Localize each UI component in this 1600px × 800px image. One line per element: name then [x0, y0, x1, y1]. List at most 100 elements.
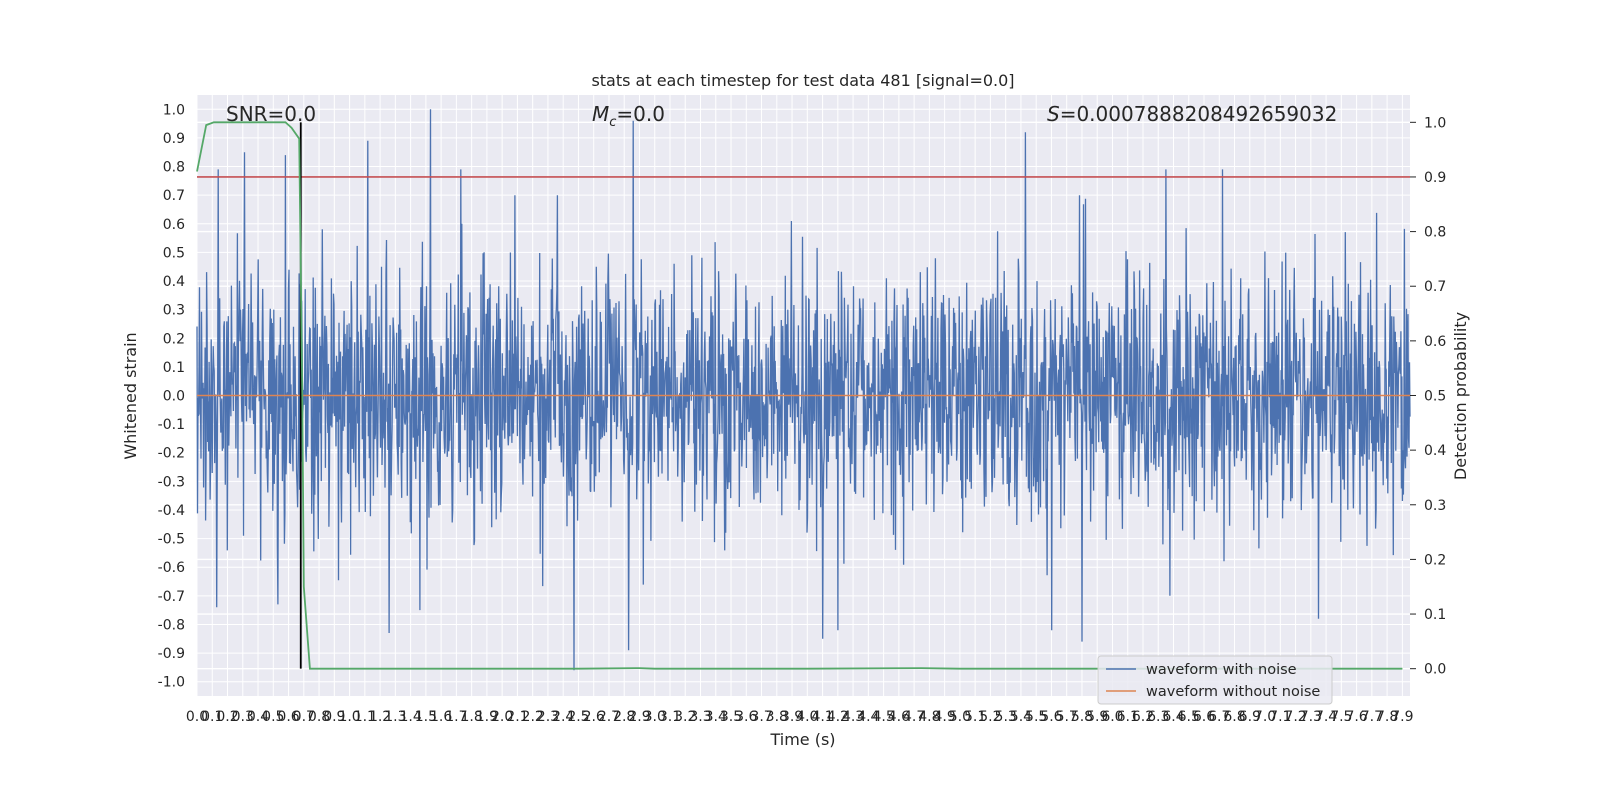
y-tick-label: 0.1 [163, 360, 185, 376]
y-tick-label: 0.6 [163, 217, 185, 233]
x-tick-label: 4.3 [842, 709, 864, 725]
x-tick-label: 7.6 [1345, 709, 1367, 725]
x-tick-label: 0.7 [293, 709, 315, 725]
x-tick-label: 0.9 [323, 709, 345, 725]
x-tick-label: 6.6 [1193, 709, 1215, 725]
y-tick-label: -0.8 [158, 617, 185, 633]
x-tick-label: 0.1 [201, 709, 223, 725]
x-tick-label: 3.3 [689, 709, 711, 725]
y-tick-label: 0.0 [163, 389, 185, 405]
x-tick-label: 6.1 [1117, 709, 1139, 725]
y-tick-label: 0.4 [163, 274, 185, 290]
x-tick-label: 4.7 [903, 709, 925, 725]
x-tick-label: 1.4 [399, 709, 421, 725]
x-tick-label: 1.1 [354, 709, 376, 725]
y-tick-label: 0.5 [163, 245, 185, 261]
y-tick-label: -0.2 [158, 446, 185, 462]
x-tick-label: 5.0 [949, 709, 971, 725]
x-tick-label: 1.3 [384, 709, 406, 725]
x-tick-label: 7.2 [1284, 709, 1306, 725]
x-tick-label: 7.7 [1361, 709, 1383, 725]
noise-waveform-series [196, 109, 1411, 671]
y-tick-label: 0.7 [163, 188, 185, 204]
x-tick-label: 1.2 [369, 709, 391, 725]
chirp-mass-symbol: M [592, 102, 609, 126]
x-tick-label: 4.8 [918, 709, 940, 725]
x-tick-label: 1.8 [461, 709, 483, 725]
x-tick-label: 7.1 [1269, 709, 1291, 725]
x-tick-label: 2.0 [491, 709, 513, 725]
x-tick-label: 5.3 [995, 709, 1017, 725]
x-tick-label: 5.2 [979, 709, 1001, 725]
x-tick-label: 7.4 [1315, 709, 1337, 725]
x-tick-label: 0.6 [277, 709, 299, 725]
x-tick-label: 0.5 [262, 709, 284, 725]
detection-probability-line [196, 121, 1403, 670]
x-tick-label: 7.8 [1376, 709, 1398, 725]
x-tick-label: 6.9 [1239, 709, 1261, 725]
y2-tick-label: 0.4 [1424, 443, 1446, 459]
x-tick-label: 1.0 [338, 709, 360, 725]
y2-tick-label: 0.3 [1424, 498, 1446, 514]
x-tick-label: 5.7 [1056, 709, 1078, 725]
x-tick-label: 1.6 [430, 709, 452, 725]
x-tick-label: 3.6 [735, 709, 757, 725]
y-tick-label: 1.0 [163, 102, 185, 118]
y-tick-label: -0.1 [158, 417, 185, 433]
y2-tick-label: 1.0 [1424, 115, 1446, 131]
y-tick-label: 0.8 [163, 160, 185, 176]
y-tick-label: 0.2 [163, 331, 185, 347]
chart-title: stats at each timestep for test data 481… [591, 71, 1014, 90]
x-tick-label: 1.9 [476, 709, 498, 725]
legend-label-noise: waveform with noise [1146, 662, 1297, 678]
y-tick-label: 0.9 [163, 131, 185, 147]
x-tick-label: 7.0 [1254, 709, 1276, 725]
x-tick-label: 6.0 [1101, 709, 1123, 725]
x-tick-label: 3.5 [720, 709, 742, 725]
y2-tick-label: 0.7 [1424, 279, 1446, 295]
y-tick-label: 0.3 [163, 303, 185, 319]
statistic-annotation: S=0.0007888208492659032 [1047, 102, 1337, 126]
y2-axis-label: Detection probability [1451, 312, 1470, 480]
y2-tick-label: 0.2 [1424, 552, 1446, 568]
x-tick-label: 0.8 [308, 709, 330, 725]
x-tick-label: 7.5 [1330, 709, 1352, 725]
y-tick-label: -0.6 [158, 560, 185, 576]
x-tick-label: 7.9 [1391, 709, 1413, 725]
legend-label-clean: waveform without noise [1146, 684, 1320, 700]
x-tick-label: 5.4 [1010, 709, 1032, 725]
x-tick-label: 4.5 [872, 709, 894, 725]
x-tick-label: 6.8 [1223, 709, 1245, 725]
x-tick-label: 4.4 [857, 709, 879, 725]
x-tick-label: 5.5 [1025, 709, 1047, 725]
x-tick-label: 0.0 [186, 709, 208, 725]
y-tick-label: -0.3 [158, 474, 185, 490]
y-tick-label: -1.0 [158, 675, 185, 691]
x-tick-label: 2.3 [537, 709, 559, 725]
x-tick-label: 7.3 [1300, 709, 1322, 725]
x-tick-label: 0.2 [216, 709, 238, 725]
x-tick-label: 3.9 [781, 709, 803, 725]
y-tick-label: -0.7 [158, 589, 185, 605]
x-tick-label: 4.9 [934, 709, 956, 725]
statistic-value: =0.0007888208492659032 [1060, 102, 1338, 126]
x-axis-ticks: 0.00.10.20.30.40.50.60.70.80.91.01.11.21… [186, 709, 1414, 725]
legend: waveform with noise waveform without noi… [1097, 655, 1333, 705]
x-tick-label: 5.8 [1071, 709, 1093, 725]
y-axis-ticks: -1.0 -0.9 -0.8 -0.7 -0.6 -0.5 -0.4 -0.3 -0.2 -0.1… [158, 102, 185, 690]
x-tick-label: 2.8 [613, 709, 635, 725]
x-tick-label: 3.2 [674, 709, 696, 725]
x-tick-label: 4.6 [888, 709, 910, 725]
x-tick-label: 4.2 [827, 709, 849, 725]
x-tick-label: 1.7 [445, 709, 467, 725]
x-tick-label: 3.7 [750, 709, 772, 725]
x-tick-label: 6.4 [1162, 709, 1184, 725]
chirp-mass-subscript: c [609, 115, 616, 130]
x-tick-label: 6.7 [1208, 709, 1230, 725]
y2-tick-label: 0.5 [1424, 389, 1446, 405]
y2-tick-label: 0.9 [1424, 170, 1446, 186]
x-tick-label: 6.5 [1178, 709, 1200, 725]
x-tick-label: 3.1 [659, 709, 681, 725]
y-axis-label: Whitened strain [121, 332, 140, 459]
